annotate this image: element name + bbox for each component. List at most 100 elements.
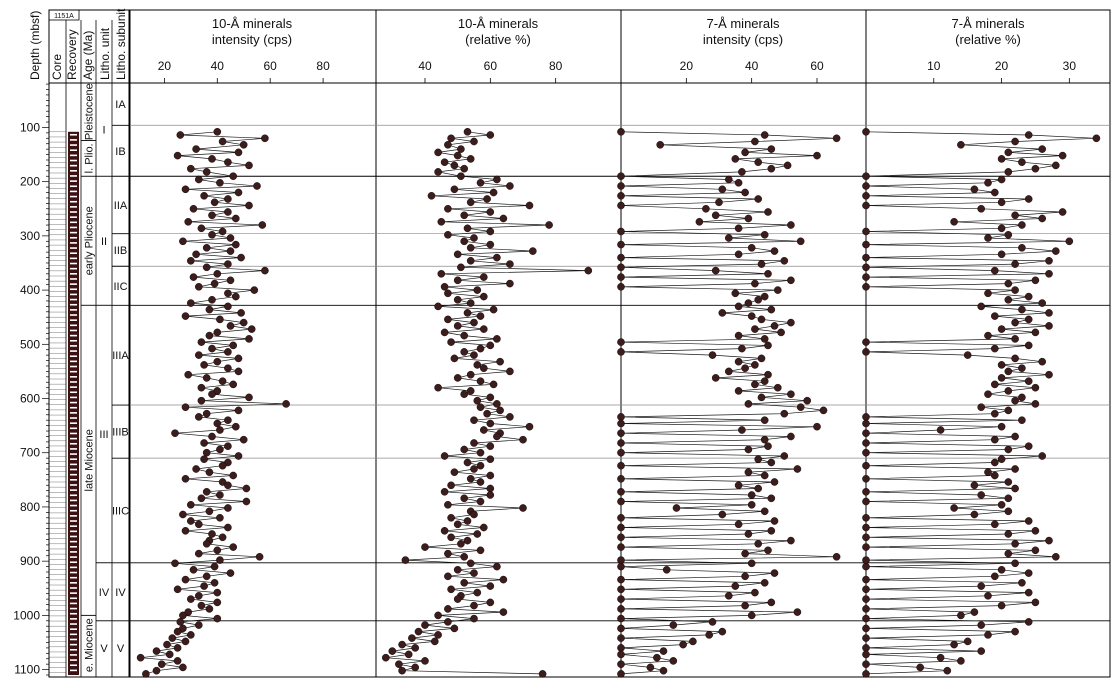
data-point (245, 201, 253, 210)
data-point (506, 260, 514, 268)
data-point (770, 247, 779, 255)
data-point (738, 426, 746, 434)
panel-7a-relative: 7-Å minerals (relative %) (952, 16, 1025, 47)
data-point (734, 224, 743, 233)
data-point (218, 227, 227, 236)
recovery-gap (70, 669, 77, 672)
data-point (444, 204, 452, 213)
data-point (486, 442, 495, 451)
data-point (734, 331, 743, 340)
data-point (1031, 546, 1040, 555)
data-point (862, 461, 870, 470)
data-point (450, 468, 459, 477)
data-point (1045, 370, 1053, 379)
data-point (734, 250, 743, 259)
data-point (453, 295, 462, 304)
data-point (470, 569, 478, 577)
data-point (1018, 243, 1026, 252)
data-point (440, 282, 449, 291)
data-point (447, 338, 455, 346)
data-point (744, 214, 753, 223)
depth-axis: 100 200 300 400 500 600 700 800 900 1000 1100 (13, 83, 50, 677)
data-point (421, 657, 429, 665)
data-point (780, 256, 789, 265)
data-point (751, 137, 759, 146)
panel-10a-cps-plot: 20 40 60 80 (136, 59, 330, 678)
data-point (617, 282, 625, 291)
data-point (476, 546, 485, 555)
data-point (460, 348, 469, 356)
data-point (205, 331, 214, 340)
data-point (189, 204, 198, 213)
data-point (476, 403, 485, 412)
data-point (695, 217, 704, 226)
data-point (708, 351, 717, 359)
data-point (525, 201, 534, 210)
data-point (213, 269, 222, 278)
data-point (453, 520, 462, 529)
age-label: late Miocene (84, 429, 96, 491)
data-point (1052, 247, 1060, 255)
data-point (197, 338, 206, 346)
data-point (711, 374, 720, 382)
data-point (1031, 276, 1040, 285)
data-point (181, 637, 190, 646)
data-point (653, 653, 661, 662)
data-point (202, 448, 211, 457)
data-point (741, 549, 749, 558)
data-point (401, 556, 410, 564)
data-point (760, 507, 769, 516)
data-point (460, 331, 469, 340)
data-point (453, 595, 462, 603)
data-point (617, 419, 625, 428)
data-point (862, 282, 870, 291)
data-point (444, 549, 452, 558)
data-point (1011, 286, 1019, 294)
data-point (1018, 158, 1026, 166)
unit-label: I (102, 125, 105, 137)
recovery-gap (70, 515, 77, 517)
recovery-gap (70, 463, 77, 466)
data-point (463, 309, 472, 317)
x-tick-label: 20 (680, 59, 694, 73)
data-point (1045, 309, 1053, 317)
data-point (1011, 484, 1019, 493)
data-point (466, 370, 475, 379)
data-point (679, 640, 687, 649)
data-point (404, 650, 413, 659)
data-point (197, 601, 206, 610)
data-point (213, 127, 222, 136)
data-point (493, 175, 501, 184)
data-point (163, 640, 171, 649)
recovery-gap (70, 618, 77, 620)
data-point (689, 637, 697, 646)
data-point (506, 279, 514, 288)
data-point (440, 527, 449, 535)
data-point (202, 263, 211, 272)
data-point (646, 663, 655, 672)
data-point (231, 292, 240, 301)
data-point (519, 504, 527, 512)
depth-tick-label: 800 (20, 500, 40, 514)
data-point (486, 455, 495, 464)
data-point (977, 204, 986, 213)
data-point (463, 224, 472, 233)
recovery-gap (70, 499, 77, 502)
data-point (747, 611, 756, 620)
data-point (210, 198, 219, 207)
data-point (202, 243, 211, 252)
data-point (1004, 168, 1013, 176)
data-point (476, 312, 485, 320)
data-point (216, 445, 224, 454)
data-point (718, 627, 727, 636)
data-point (450, 354, 459, 363)
recovery-header: Recovery (65, 29, 79, 80)
depth-tick-label: 200 (20, 175, 40, 189)
data-point (862, 448, 870, 457)
data-point (479, 426, 488, 434)
data-point (453, 276, 462, 285)
data-point (194, 282, 203, 291)
data-point (787, 221, 795, 229)
recovery-gap (70, 329, 77, 332)
recovery-gap (70, 211, 77, 213)
